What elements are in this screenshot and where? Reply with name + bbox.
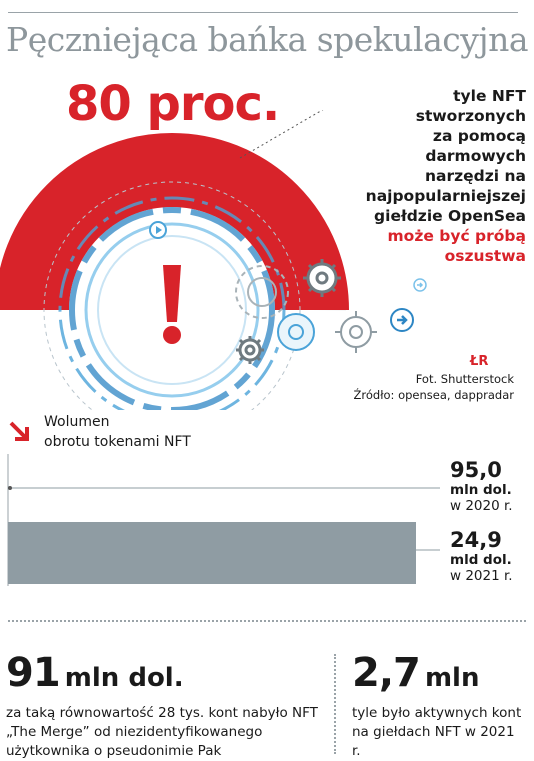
- leader-line: [239, 110, 324, 159]
- bar-unit: mld dol.: [450, 552, 512, 568]
- section-divider: [8, 620, 526, 622]
- vertical-divider: [334, 654, 336, 754]
- arrow-right-icon: [413, 278, 427, 292]
- stat-1-headline: 91 mln dol.: [6, 650, 184, 696]
- bar-2020: [8, 486, 12, 490]
- gear-icon: [277, 313, 315, 351]
- photo-credit: Fot. Shutterstock: [415, 372, 514, 386]
- headline-note-emphasis: może być próbą oszustwa: [330, 226, 526, 266]
- blue-ring-mid: [69, 207, 275, 410]
- headline-note-lines: tyle NFT stworzonych za pomocą darmowych nar…: [330, 86, 526, 226]
- top-rule: [8, 12, 518, 13]
- stat-2-text: tyle było aktywnych kont na giełdach NFT…: [352, 705, 522, 759]
- headline-note-emphasis-line: może być próbą: [387, 227, 526, 245]
- bar-label-2021: 24,9 mld dol. w 2021 r.: [450, 528, 513, 584]
- headline-note-line: tyle NFT: [453, 87, 526, 105]
- chart-title-line: Wolumen: [44, 414, 110, 430]
- stat-2-number: 2,7: [352, 650, 421, 696]
- headline-note-line: narzędzi na: [425, 167, 526, 185]
- stat-1-text: za taką równowartość 28 tys. kont nabyło…: [6, 705, 318, 759]
- play-icon: [149, 221, 167, 239]
- gear-icon: [303, 259, 341, 297]
- arrow-right-icon: [390, 308, 414, 332]
- page-title: Pęczniejąca bańka spekulacyjna: [6, 20, 529, 59]
- headline-note: tyle NFT stworzonych za pomocą darmowych nar…: [330, 86, 526, 266]
- bar-unit: mln dol.: [450, 482, 512, 498]
- stat-2-headline: 2,7 mln: [352, 650, 479, 696]
- stat-1-unit: mln dol.: [64, 663, 184, 693]
- headline-note-line: giełdzie OpenSea: [374, 207, 526, 225]
- blue-ring-inner: [84, 222, 260, 398]
- headline-note-line: darmowych: [425, 147, 526, 165]
- down-right-arrow-icon: [9, 421, 29, 441]
- headline-percent: 80 proc.: [66, 76, 280, 132]
- bar-value: 95,0: [450, 458, 502, 482]
- bar-value: 24,9: [450, 528, 502, 552]
- bar-chart: [7, 454, 440, 586]
- gear-icon: [335, 311, 377, 353]
- headline-note-line: najpopularniejszej: [365, 187, 526, 205]
- headline-note-line: za pomocą: [432, 127, 526, 145]
- bar-year: w 2021 r.: [450, 568, 513, 584]
- gear-icon: [235, 265, 289, 319]
- source-credit: Źródło: opensea, dappradar: [353, 388, 514, 402]
- stat-2-unit: mln: [424, 663, 480, 693]
- blue-ring-outer: [58, 196, 286, 410]
- chart-title: Wolumen obrotu tokenami NFT: [44, 412, 191, 452]
- exclamation-icon: [163, 265, 181, 344]
- gear-icon: [236, 336, 264, 364]
- headline-note-line: stworzonych: [415, 107, 526, 125]
- stat-1-number: 91: [6, 650, 61, 696]
- gauge-illustration: [0, 110, 427, 410]
- gauge-red-arc: [0, 133, 349, 311]
- headline-note-emphasis-line: oszustwa: [444, 247, 526, 265]
- publisher-logo-text: ŁR: [470, 354, 489, 369]
- chart-title-line: obrotu tokenami NFT: [44, 434, 191, 450]
- bar-year: w 2020 r.: [450, 498, 513, 514]
- bar-2021: [8, 522, 416, 584]
- bar-label-2020: 95,0 mln dol. w 2020 r.: [450, 458, 513, 514]
- publisher-logo: ŁR: [470, 354, 488, 369]
